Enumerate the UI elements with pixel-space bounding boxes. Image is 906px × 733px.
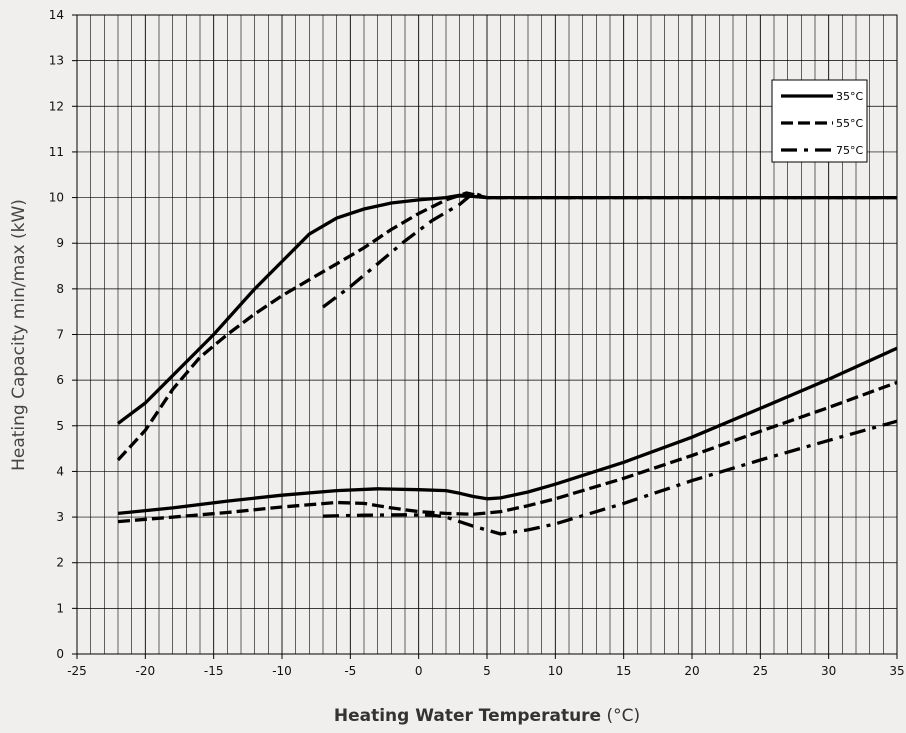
legend: 35°C 55°C 75°C [771,79,868,163]
x-axis-label-text: Heating Water Temperature [334,706,601,726]
legend-box [771,79,868,163]
x-tick-label: 10 [548,664,563,678]
x-tick-label: 25 [753,664,768,678]
y-tick-label: 5 [56,419,64,433]
y-tick-label: 0 [56,647,64,661]
series-line-max-dash-dot [322,191,897,309]
series-line-min-dashed [117,380,898,524]
y-tick-label: 11 [49,145,64,159]
y-tick-label: 2 [56,556,64,570]
x-axis-label: Heating Water Temperature (°C) [334,706,640,726]
y-tick-label: 13 [49,54,64,68]
y-tick-label: 7 [56,328,64,342]
y-tick-label: 14 [49,8,64,22]
series-lines [116,191,898,536]
y-tick-label: 6 [56,373,64,387]
y-tick-label: 4 [56,464,64,478]
x-tick-label: -15 [204,664,224,678]
y-axis-label: Heating Capacity min/max (kW) [9,199,29,471]
y-tick-label: 3 [56,510,64,524]
series-line-min-dash-dot [322,419,898,536]
y-tick-label: 10 [49,191,64,205]
x-tick-label: -10 [272,664,292,678]
legend-label: 35°C [836,90,863,103]
y-tick-label: 8 [56,282,64,296]
x-tick-label: 15 [616,664,631,678]
y-tick-label: 9 [56,236,64,250]
x-tick-label: 20 [684,664,699,678]
y-tick-label: 12 [49,99,64,113]
x-tick-label: 0 [415,664,423,678]
tick-labels: -25 -20 -15 -10 -5 0 5 10 15 20 25 30 35012345678910… [49,8,905,678]
x-tick-label: -5 [344,664,356,678]
x-tick-label: 30 [821,664,836,678]
x-tick-label: 5 [483,664,491,678]
legend-label: 75°C [836,144,863,157]
x-axis-label-unit: (°C) [601,706,640,726]
x-tick-label: -25 [67,664,87,678]
x-tick-label: 35 [889,664,904,678]
y-tick-label: 1 [56,601,64,615]
x-tick-label: -20 [136,664,156,678]
legend-label: 55°C [836,117,863,130]
series-line-min-solid [117,346,898,516]
